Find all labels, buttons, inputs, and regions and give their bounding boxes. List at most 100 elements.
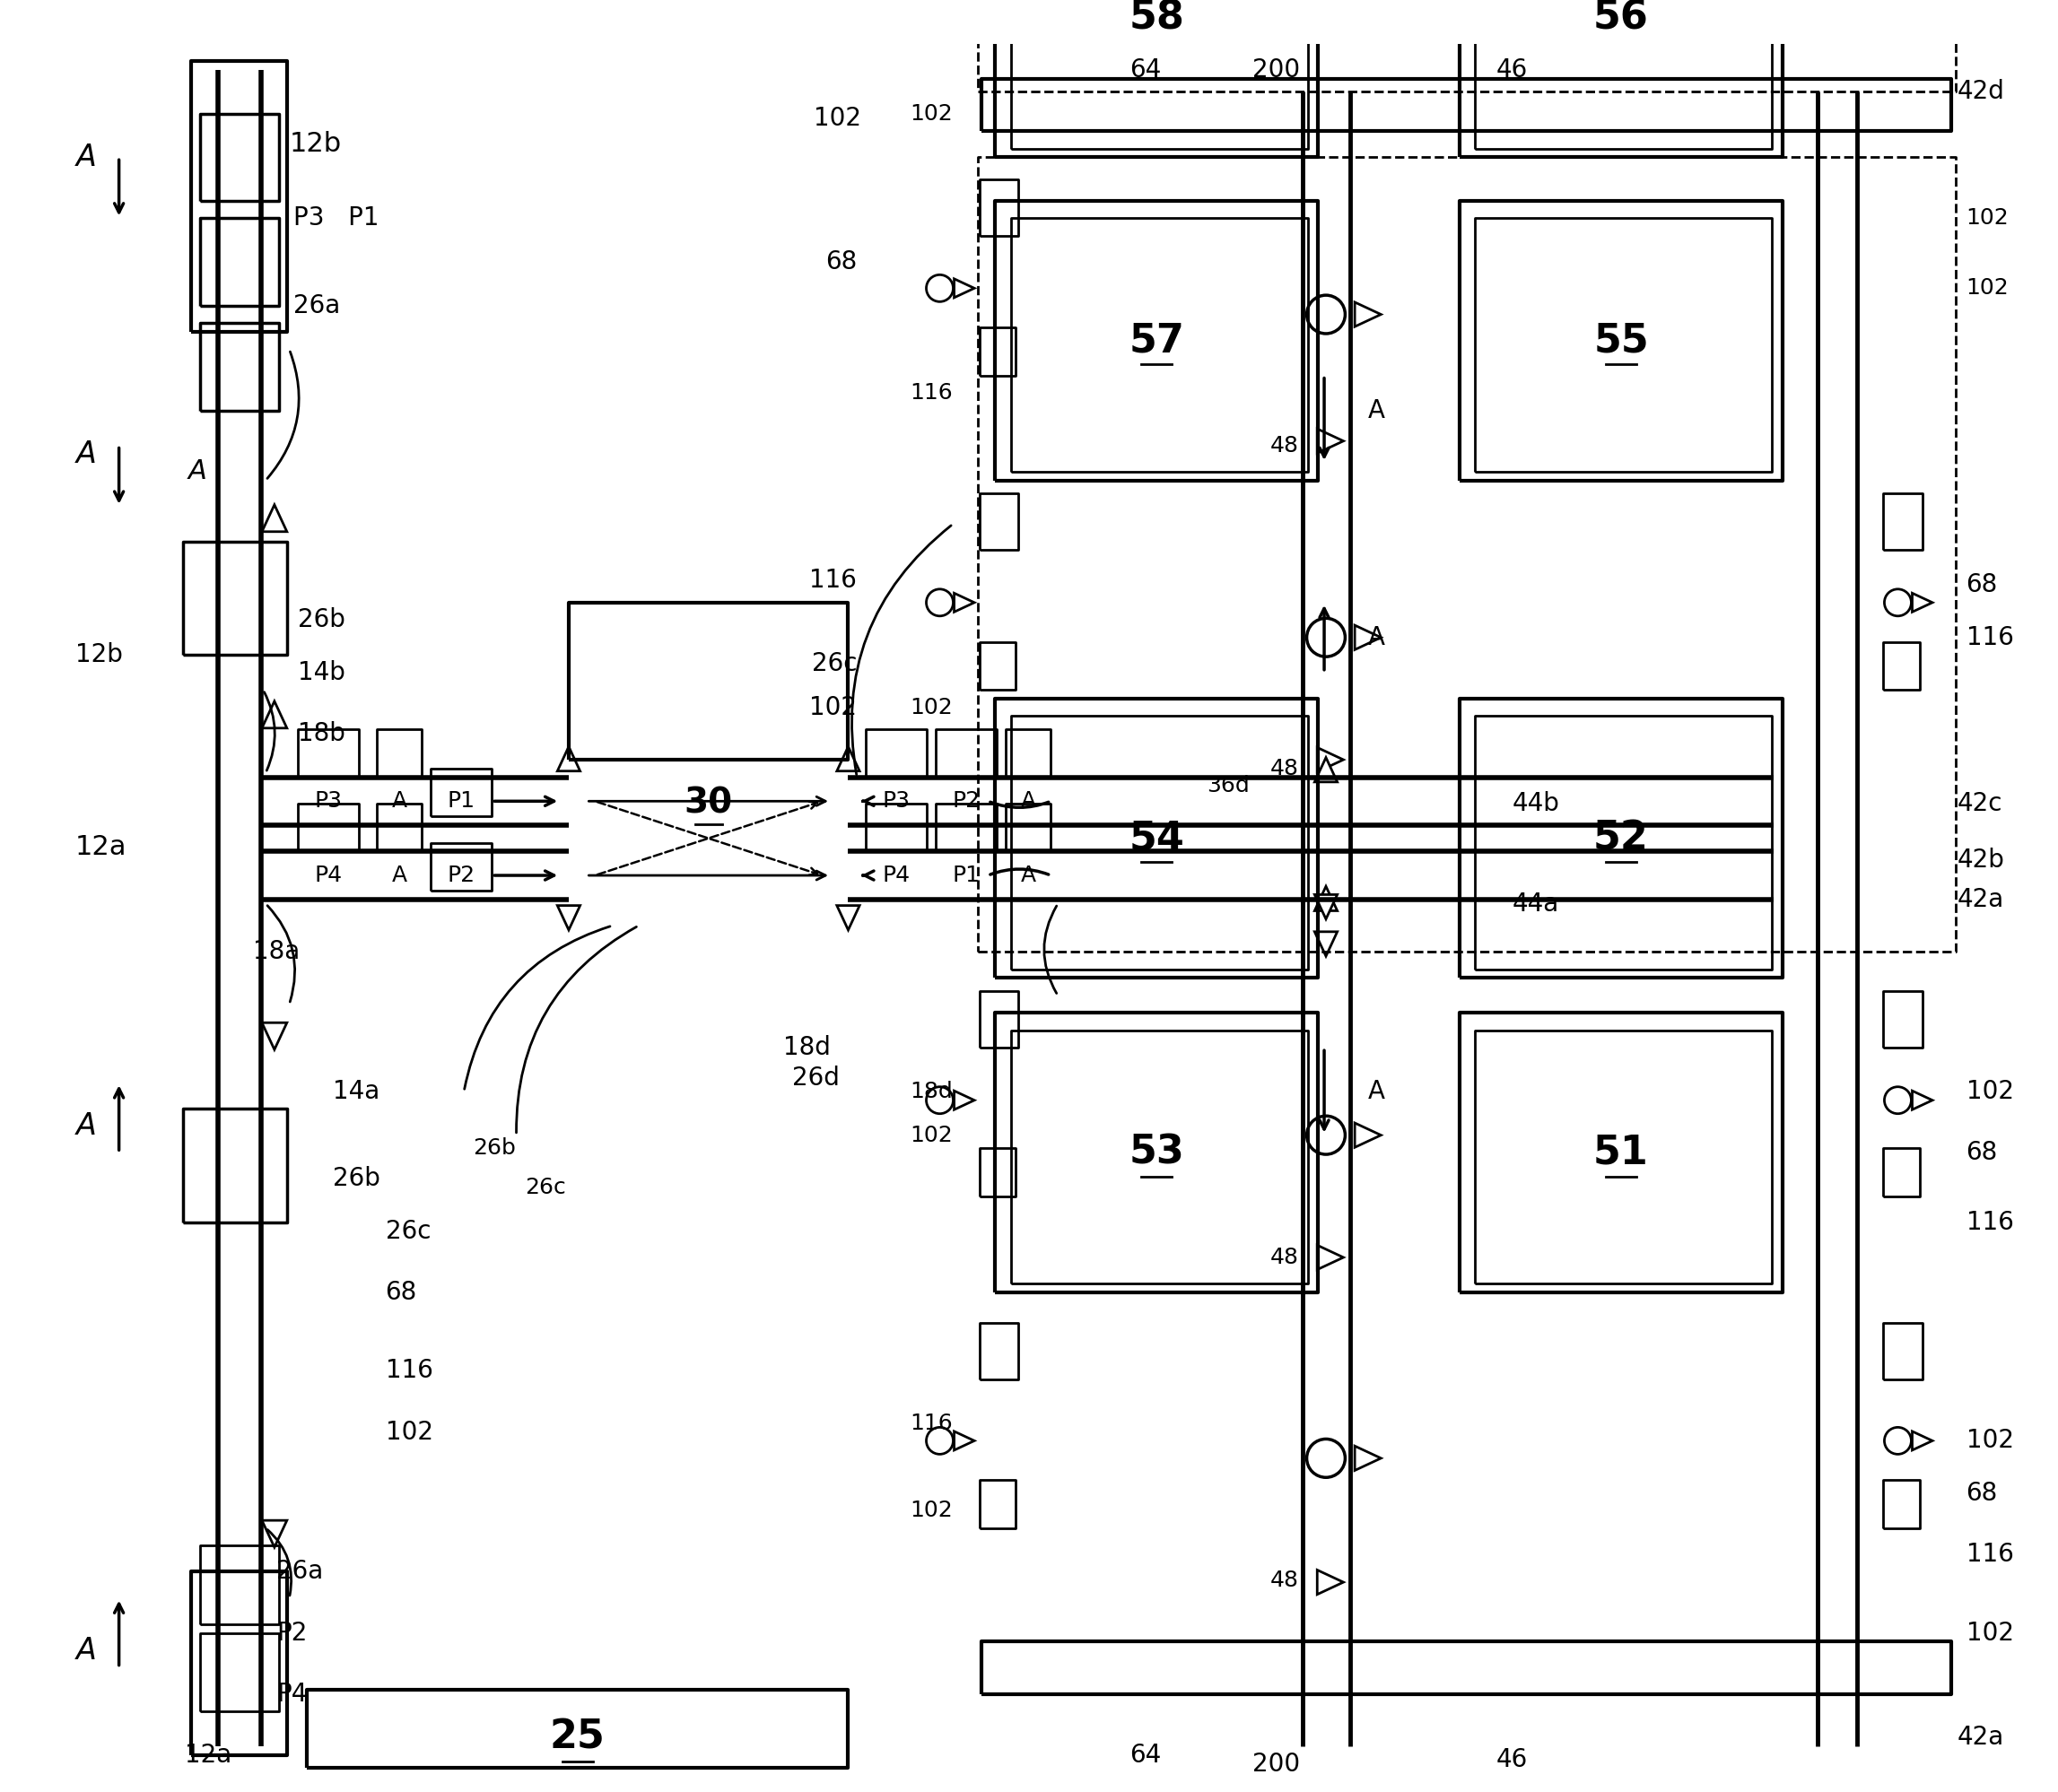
Text: A: A (76, 142, 97, 172)
Text: 68: 68 (1965, 1480, 1998, 1505)
Text: P2: P2 (447, 864, 475, 887)
Polygon shape (1315, 887, 1338, 910)
Text: A: A (1369, 1079, 1385, 1104)
Text: A: A (391, 864, 407, 887)
Text: 26a: 26a (294, 294, 340, 319)
Text: 42a: 42a (1957, 1726, 2004, 1751)
Text: 102: 102 (1965, 1079, 2013, 1104)
Circle shape (1885, 1426, 1912, 1453)
Text: 102: 102 (910, 1124, 953, 1145)
Text: 30: 30 (683, 787, 733, 821)
Text: 52: 52 (1593, 819, 1648, 858)
Text: 200: 200 (1253, 57, 1301, 82)
Text: 14b: 14b (298, 659, 346, 685)
Polygon shape (1315, 758, 1338, 781)
Text: 48: 48 (1270, 1570, 1299, 1591)
Text: 116: 116 (1965, 1210, 2013, 1235)
Text: A: A (76, 439, 97, 470)
Text: P4: P4 (315, 864, 342, 887)
Polygon shape (955, 1091, 973, 1109)
Polygon shape (955, 593, 973, 611)
Text: 18d: 18d (910, 1081, 953, 1102)
Polygon shape (1354, 1124, 1381, 1147)
Text: P2: P2 (276, 1620, 307, 1645)
Text: 42b: 42b (1957, 848, 2004, 873)
Text: 44a: 44a (1513, 891, 1558, 916)
Polygon shape (838, 905, 860, 930)
Text: 12a: 12a (76, 833, 128, 860)
Text: 26c: 26c (525, 1177, 566, 1199)
Text: A: A (76, 1636, 97, 1665)
Text: 56: 56 (1593, 0, 1648, 38)
Circle shape (926, 590, 953, 616)
Text: P1: P1 (953, 864, 980, 887)
Polygon shape (1317, 747, 1344, 772)
Text: 48: 48 (1270, 758, 1299, 780)
Text: 42a: 42a (1957, 887, 2004, 912)
Polygon shape (261, 1520, 286, 1546)
Text: 26a: 26a (276, 1559, 323, 1584)
Polygon shape (1317, 1570, 1344, 1595)
Circle shape (926, 1086, 953, 1113)
Polygon shape (1912, 1091, 1932, 1109)
Text: A: A (1021, 790, 1035, 812)
Text: 48: 48 (1270, 1247, 1299, 1269)
Polygon shape (558, 905, 580, 930)
Polygon shape (1317, 1245, 1344, 1269)
Polygon shape (261, 1023, 286, 1050)
Polygon shape (261, 701, 286, 728)
Text: 46: 46 (1496, 57, 1527, 82)
Circle shape (926, 1426, 953, 1453)
Text: 42d: 42d (1957, 79, 2004, 104)
Polygon shape (1354, 625, 1381, 650)
Polygon shape (1912, 593, 1932, 611)
Text: 48: 48 (1270, 435, 1299, 457)
Circle shape (1307, 618, 1346, 656)
Text: 12b: 12b (76, 642, 123, 667)
Text: 54: 54 (1128, 819, 1183, 858)
Circle shape (926, 274, 953, 301)
Text: 102: 102 (1965, 1428, 2013, 1453)
Text: 53: 53 (1128, 1133, 1183, 1172)
Text: 12b: 12b (290, 131, 342, 158)
Text: 68: 68 (1965, 572, 1998, 599)
Text: 14a: 14a (333, 1079, 381, 1104)
Text: 26b: 26b (333, 1167, 381, 1192)
Polygon shape (558, 747, 580, 771)
Text: 200: 200 (1253, 1751, 1301, 1776)
Text: A: A (1021, 864, 1035, 887)
Text: 18d: 18d (784, 1036, 831, 1061)
Text: 26b: 26b (473, 1138, 517, 1159)
Text: 102: 102 (1965, 1620, 2013, 1645)
Text: 102: 102 (1965, 278, 2009, 299)
Text: 116: 116 (1965, 1541, 2013, 1566)
Text: A: A (1369, 625, 1385, 650)
Text: P3: P3 (315, 790, 342, 812)
Text: 36d: 36d (1208, 776, 1249, 797)
Text: 18a: 18a (253, 939, 300, 964)
Text: P3   P1: P3 P1 (294, 206, 379, 231)
Text: 26b: 26b (298, 607, 346, 633)
Polygon shape (1354, 1446, 1381, 1471)
Text: A: A (391, 790, 407, 812)
Text: 102: 102 (1965, 208, 2009, 229)
Text: 44b: 44b (1513, 790, 1560, 815)
Text: 26d: 26d (792, 1066, 840, 1091)
Text: 68: 68 (385, 1279, 418, 1305)
Text: P1: P1 (447, 790, 475, 812)
Text: 46: 46 (1496, 1747, 1527, 1772)
Circle shape (1885, 1086, 1912, 1113)
Text: P3: P3 (883, 790, 910, 812)
Text: P4: P4 (276, 1681, 307, 1706)
Text: 64: 64 (1130, 57, 1161, 82)
Polygon shape (261, 505, 286, 532)
Text: 55: 55 (1593, 321, 1648, 360)
Text: P2: P2 (953, 790, 980, 812)
Text: 25: 25 (549, 1719, 605, 1756)
Text: 116: 116 (1965, 625, 2013, 650)
Text: 68: 68 (825, 249, 856, 274)
Text: 116: 116 (910, 1412, 953, 1434)
Text: A: A (187, 459, 208, 484)
Circle shape (1307, 1116, 1346, 1154)
Text: 58: 58 (1128, 0, 1183, 38)
